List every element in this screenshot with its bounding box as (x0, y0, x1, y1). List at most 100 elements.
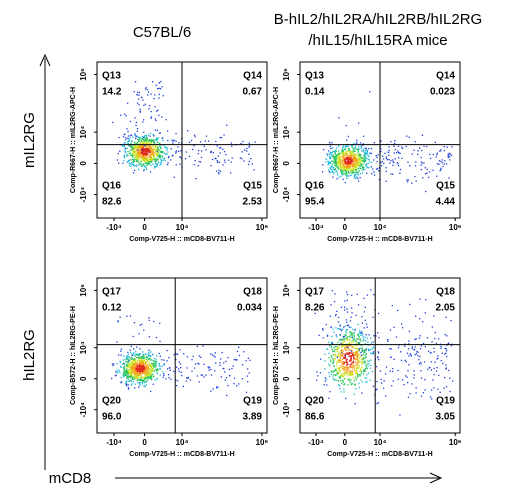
event-dot (150, 160, 152, 163)
event-dot (148, 354, 150, 357)
event-dot (157, 368, 159, 370)
event-dot (343, 173, 345, 175)
event-dot (330, 345, 332, 348)
event-dot (341, 367, 343, 369)
event-dot (347, 135, 350, 138)
event-dot (425, 190, 427, 193)
event-dot (341, 169, 344, 171)
event-dot (338, 339, 340, 341)
event-dot (138, 91, 141, 94)
event-dot (346, 161, 348, 163)
event-dot (133, 372, 135, 374)
event-dot (133, 153, 135, 155)
event-dot (141, 141, 143, 143)
event-dot (339, 365, 342, 367)
event-dot (142, 145, 144, 148)
event-dot (343, 154, 346, 157)
event-dot (147, 142, 149, 144)
event-dot (346, 366, 348, 368)
event-dot (323, 148, 325, 151)
event-dot (148, 146, 150, 148)
event-dot (130, 380, 132, 382)
event-dot (348, 154, 350, 156)
event-dot (340, 339, 342, 341)
event-dot (195, 363, 197, 365)
event-dot (131, 154, 133, 156)
event-dot (156, 164, 158, 166)
event-dot (354, 158, 356, 160)
event-dot (184, 158, 187, 160)
event-dot (350, 154, 352, 157)
event-dot (159, 155, 161, 158)
event-dot (445, 367, 447, 369)
quadrant-value: 2.05 (436, 303, 456, 314)
event-dot (126, 377, 128, 379)
event-dot (136, 160, 138, 162)
event-dot (128, 145, 130, 147)
event-dot (346, 162, 349, 164)
event-dot (349, 162, 352, 164)
event-dot (317, 375, 319, 377)
event-dot (340, 391, 342, 393)
event-dot (111, 363, 114, 365)
event-dot (144, 370, 146, 372)
event-dot (336, 361, 338, 363)
event-dot (449, 152, 451, 154)
event-dot (350, 379, 352, 381)
event-dot (332, 156, 334, 158)
event-dot (123, 372, 126, 374)
event-dot (369, 152, 371, 154)
event-dot (127, 351, 129, 353)
event-dot (231, 157, 233, 159)
event-dot (397, 369, 399, 372)
event-dot (347, 384, 349, 386)
event-dot (151, 374, 153, 376)
event-dot (358, 342, 361, 344)
event-dot (141, 136, 143, 138)
event-dot (127, 353, 130, 355)
event-dot (341, 366, 343, 368)
event-dot (185, 151, 187, 153)
event-dot (348, 151, 351, 153)
event-dot (153, 167, 155, 169)
event-dot (438, 160, 441, 162)
event-dot (219, 152, 221, 154)
event-dot (352, 148, 354, 150)
event-dot (227, 384, 229, 387)
event-dot (356, 176, 358, 178)
event-dot (338, 150, 340, 152)
event-dot (147, 368, 149, 370)
event-dot (131, 375, 133, 377)
event-dot (420, 164, 422, 166)
event-dot (345, 330, 347, 332)
event-dot (450, 154, 453, 157)
event-dot (162, 376, 164, 378)
event-dot (116, 341, 118, 343)
event-dot (335, 314, 337, 316)
quadrant-value: 14.2 (102, 87, 122, 98)
event-dot (348, 166, 350, 168)
event-dot (168, 155, 170, 158)
event-dot (346, 166, 348, 168)
event-dot (357, 304, 360, 306)
event-dot (408, 136, 410, 138)
event-dot (162, 139, 164, 141)
event-dot (112, 364, 114, 367)
event-dot (341, 352, 344, 354)
row-label: mIL2RG (21, 112, 38, 168)
event-dot (126, 315, 128, 317)
event-dot (440, 161, 442, 163)
event-dot (335, 162, 337, 164)
event-dot (353, 368, 356, 370)
event-dot (137, 138, 139, 141)
event-dot (210, 165, 212, 167)
event-dot (340, 329, 343, 331)
event-dot (335, 355, 337, 357)
event-dot (192, 148, 194, 151)
event-dot (141, 365, 143, 367)
event-dot (419, 147, 421, 149)
event-dot (373, 171, 375, 173)
event-dot (134, 156, 137, 158)
event-dot (143, 357, 145, 359)
event-dot (345, 153, 347, 156)
